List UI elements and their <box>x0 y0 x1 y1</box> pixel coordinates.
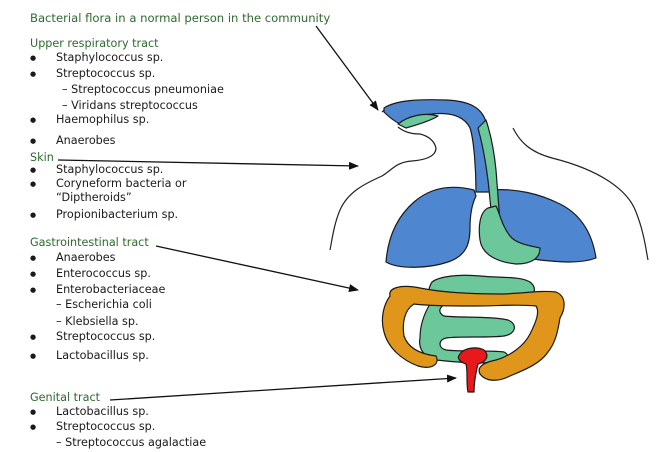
upper-item: Anaerobes <box>30 134 115 148</box>
upper-respiratory-header: Upper respiratory tract <box>30 37 159 50</box>
upper-item: Haemophilus sp. <box>30 113 149 127</box>
pointer-arrows <box>57 25 457 401</box>
arrow-genital <box>109 374 457 401</box>
left-lung <box>385 186 477 268</box>
diagram-title: Bacterial flora in a normal person in th… <box>30 11 331 25</box>
gi-item: Anaerobes <box>30 251 115 265</box>
gi-subitem: – Escherichia coli <box>56 298 152 311</box>
upper-item: Staphylococcus sp. <box>30 51 163 65</box>
genital-item: Streptococcus sp. <box>30 420 155 434</box>
colon <box>381 285 565 381</box>
gi-item: Streptococcus sp. <box>30 330 155 344</box>
arrow-gastrointestinal <box>155 245 359 292</box>
shoulder-right-outline <box>512 127 649 261</box>
gi-item: Enterococcus sp. <box>30 267 151 281</box>
arrow-skin <box>57 159 359 170</box>
genital-subitem: – Streptococcus agalactiae <box>56 436 207 449</box>
skin-header: Skin <box>30 151 54 164</box>
genital-organ <box>457 347 488 393</box>
upper-subitem: – Streptococcus pneumoniae <box>62 83 224 96</box>
stomach <box>478 205 541 265</box>
upper-subitem: – Viridans streptococcus <box>62 99 198 112</box>
genital-item: Lactobacillus sp. <box>30 405 149 419</box>
arrow-upper-respiratory <box>315 25 379 111</box>
skin-item: Staphylococcus sp. <box>30 163 163 177</box>
large-intestine <box>381 285 565 381</box>
skin-item: Coryneform bacteria or <box>30 177 187 191</box>
upper-item: Streptococcus sp. <box>30 67 155 81</box>
genital-header: Genital tract <box>30 391 101 404</box>
face-neck-left-outline <box>329 126 437 251</box>
skin-item-continued: “Diptheroids” <box>56 191 132 204</box>
nasal-passage-trachea <box>383 99 491 193</box>
gi-header: Gastrointestinal tract <box>30 236 149 249</box>
skin-item: Propionibacterium sp. <box>30 208 178 222</box>
gi-subitem: – Klebsiella sp. <box>56 315 139 328</box>
mouth-tongue <box>397 113 439 129</box>
gi-item: Enterobacteriaceae <box>30 283 165 297</box>
gi-item: Lactobacillus sp. <box>30 349 149 363</box>
